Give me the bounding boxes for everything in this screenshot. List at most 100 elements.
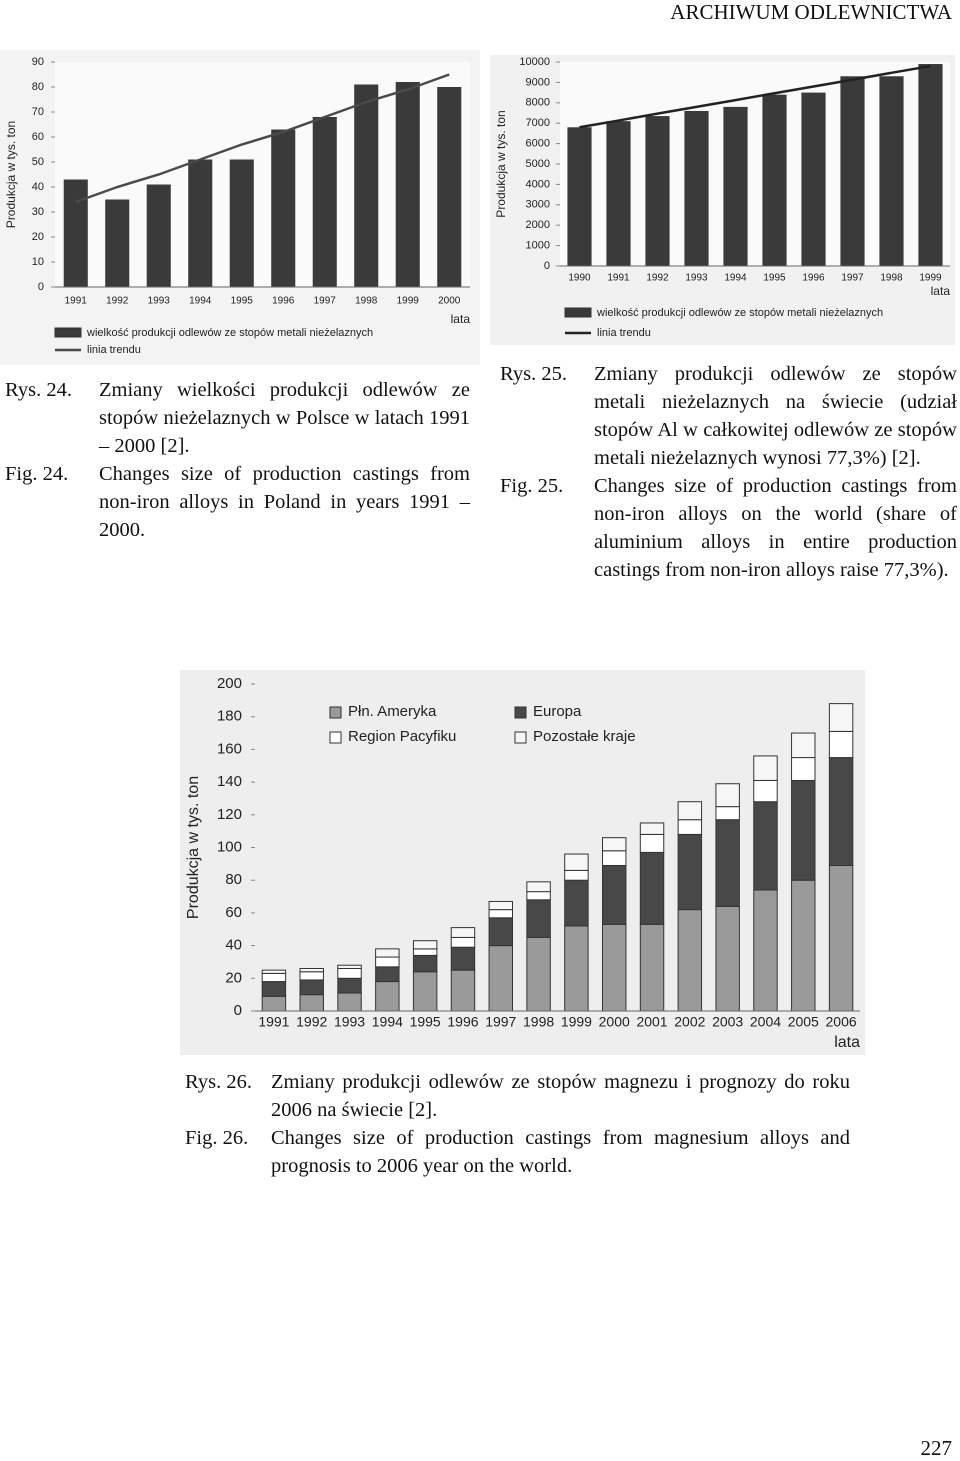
caption: Rys. 24. Zmiany wielkości produkcji odlew… xyxy=(5,376,470,544)
legend-swatch xyxy=(514,731,527,744)
bar-segment xyxy=(677,909,703,1012)
bar-segment xyxy=(753,755,778,781)
bar-segment xyxy=(375,981,400,1012)
x-tick-label: 1996 xyxy=(272,296,295,307)
legend-label: wielkość produkcji odlewów ze stopów met… xyxy=(596,307,883,319)
y-tick-label: 1000 xyxy=(526,240,550,252)
x-tick-label: 1995 xyxy=(763,273,786,284)
legend-swatch xyxy=(54,327,82,338)
x-tick-label: 1990 xyxy=(568,273,591,284)
chart: 0 20 40 60 80 100 120 140 160 180 200 Produkcja w t… xyxy=(180,670,865,1055)
x-tick-label: 1992 xyxy=(646,273,669,284)
y-tick-label: 0 xyxy=(38,281,44,293)
bar-segment xyxy=(337,964,362,969)
caption-text: Zmiany wielkości produkcji odlewów ze st… xyxy=(99,379,470,457)
x-tick-label: 1996 xyxy=(802,273,825,284)
y-tick-label: 3000 xyxy=(526,199,550,211)
bar-segment xyxy=(526,936,551,1012)
y-axis-label: Produkcja w tys. ton xyxy=(4,121,18,228)
y-tick-label: 160 xyxy=(217,740,242,757)
legend-label: Region Pacyfiku xyxy=(348,728,456,745)
bar-segment xyxy=(299,967,324,973)
bar-segment xyxy=(299,971,324,981)
bar-segment xyxy=(526,891,551,901)
x-tick-label: 1999 xyxy=(561,1014,592,1030)
bar-segment xyxy=(601,923,627,1012)
bar-segment xyxy=(601,837,627,852)
y-tick-label: 80 xyxy=(32,81,44,93)
bar xyxy=(918,64,943,266)
bar xyxy=(684,110,709,267)
caption-text: Zmiany produkcji odlewów ze stopów magne… xyxy=(271,1071,850,1121)
legend-label: wielkość produkcji odlewów ze stopów met… xyxy=(86,327,373,339)
y-tick-label: 7000 xyxy=(526,117,550,129)
x-tick-label: 2000 xyxy=(599,1014,630,1030)
trend-line xyxy=(75,73,450,204)
bar xyxy=(63,179,88,287)
bar-segment xyxy=(753,779,778,803)
legend-swatch xyxy=(329,706,342,719)
bar-segment xyxy=(412,971,438,1012)
bar-segment xyxy=(526,899,551,938)
legend-swatch xyxy=(329,731,342,744)
bar-segment xyxy=(601,850,627,866)
bar-segment xyxy=(791,879,816,1012)
x-tick-label: 1998 xyxy=(880,273,903,284)
bar-segment xyxy=(488,909,514,919)
bar-segment xyxy=(337,992,362,1012)
bar-segment xyxy=(375,966,400,983)
bar xyxy=(879,76,904,266)
y-axis-label: Produkcja w tys. ton xyxy=(185,776,202,919)
bar xyxy=(606,121,631,266)
chart: 0 10 20 30 40 50 60 70 80 90 Produkcja w tys. ton l… xyxy=(0,50,480,365)
y-tick-label: 120 xyxy=(217,806,242,823)
x-tick-label: 1997 xyxy=(485,1014,516,1030)
bar xyxy=(567,127,592,266)
bar-segment xyxy=(450,936,476,948)
bar-segment xyxy=(375,956,400,968)
legend-label: Płn. Ameryka xyxy=(348,703,437,720)
bar-segment xyxy=(261,969,287,974)
x-tick-label: 2006 xyxy=(826,1014,857,1030)
x-axis-label: lata xyxy=(931,284,951,298)
bar-segment xyxy=(601,864,627,925)
bar-segment xyxy=(677,819,703,835)
y-tick-label: 140 xyxy=(217,773,242,790)
x-tick-label: 1996 xyxy=(447,1014,478,1030)
y-tick-label: 80 xyxy=(225,871,242,888)
x-tick-label: 2001 xyxy=(636,1014,667,1030)
x-tick-label: 1992 xyxy=(296,1014,327,1030)
x-tick-label: 1993 xyxy=(148,296,171,307)
bar xyxy=(105,199,130,287)
bar-segment xyxy=(412,940,438,950)
x-axis-label: lata xyxy=(834,1034,860,1051)
x-tick-label: 1995 xyxy=(410,1014,441,1030)
bar-segment xyxy=(261,981,287,997)
bar xyxy=(271,129,296,287)
bar-segment xyxy=(488,917,514,947)
running-header: ARCHIWUM ODLEWNICTWA xyxy=(670,0,952,24)
trend-line xyxy=(579,64,931,129)
y-tick-label: 60 xyxy=(32,131,44,143)
x-tick-label: 1994 xyxy=(372,1014,403,1030)
bar xyxy=(146,184,171,287)
bar-segment xyxy=(450,927,476,938)
bar-segment xyxy=(261,972,287,983)
bar xyxy=(840,76,865,266)
y-tick-label: 70 xyxy=(32,106,44,118)
caption-text: Changes size of production castings from… xyxy=(271,1127,850,1177)
y-tick-label: 50 xyxy=(32,156,44,168)
y-tick-label: 8000 xyxy=(526,97,550,109)
bar-segment xyxy=(715,905,740,1012)
bar-segment xyxy=(715,819,740,907)
bar-segment xyxy=(828,703,854,732)
bar-segment xyxy=(715,806,740,821)
y-tick-label: 90 xyxy=(32,56,44,68)
y-tick-label: 60 xyxy=(225,904,242,921)
bar xyxy=(645,116,670,266)
caption-label: Rys. 26. xyxy=(185,1071,252,1093)
bar xyxy=(437,87,462,287)
x-tick-label: 2002 xyxy=(674,1014,705,1030)
bar-segment xyxy=(337,977,362,994)
